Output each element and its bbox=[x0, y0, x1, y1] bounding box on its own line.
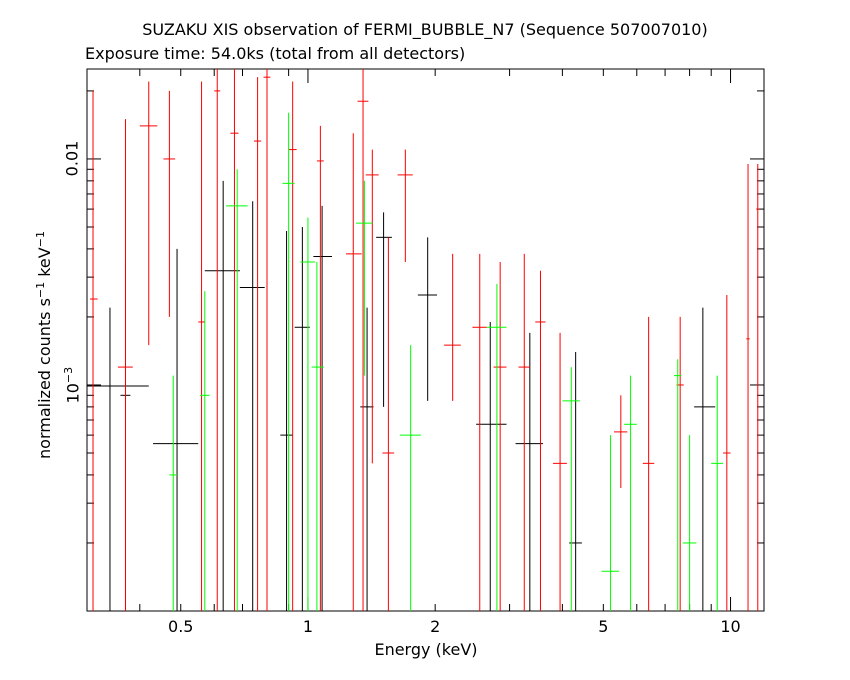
data-point bbox=[90, 90, 98, 611]
x-tick-label: 10 bbox=[720, 617, 741, 636]
axis-ticks bbox=[86, 69, 764, 612]
data-point bbox=[360, 307, 374, 611]
data-point bbox=[117, 119, 133, 611]
y-axis-label-main: normalized counts s bbox=[35, 298, 55, 459]
y-tick-label: 0.01 bbox=[62, 141, 81, 177]
data-point bbox=[746, 163, 750, 611]
data-point bbox=[476, 321, 507, 611]
data-point bbox=[139, 81, 158, 346]
data-point bbox=[163, 90, 176, 317]
data-point bbox=[682, 435, 697, 611]
data-point bbox=[397, 149, 413, 262]
data-point bbox=[472, 253, 487, 611]
data-point bbox=[365, 149, 379, 464]
data-point bbox=[313, 205, 333, 611]
x-tick-label: 1 bbox=[302, 617, 314, 636]
data-point bbox=[316, 125, 324, 611]
data-point bbox=[239, 201, 265, 611]
data-point bbox=[518, 253, 530, 611]
data-point bbox=[515, 332, 544, 611]
y-tick-label: 10−3 bbox=[62, 367, 82, 404]
data-point bbox=[87, 307, 149, 611]
data-point bbox=[282, 112, 295, 611]
x-axis-label: Energy (keV) bbox=[374, 640, 478, 659]
data-point bbox=[263, 69, 271, 611]
data-point bbox=[356, 180, 373, 376]
data-point bbox=[614, 395, 628, 489]
data-point bbox=[486, 283, 507, 611]
data-point bbox=[376, 212, 392, 407]
plot-frame bbox=[86, 68, 765, 612]
data-point bbox=[294, 226, 310, 611]
data-point bbox=[300, 217, 316, 611]
data-point bbox=[756, 163, 760, 611]
data-point bbox=[399, 345, 421, 611]
data-point bbox=[199, 291, 210, 611]
data-point bbox=[493, 261, 507, 611]
x-tick-label: 2 bbox=[430, 617, 441, 636]
data-point bbox=[214, 69, 221, 611]
y-tick-label-base: 0.01 bbox=[62, 141, 82, 177]
data-point bbox=[311, 261, 324, 611]
data-point bbox=[694, 307, 716, 611]
data-point bbox=[723, 295, 731, 611]
y-axis-label: normalized counts s−1 keV−1 bbox=[34, 231, 54, 459]
data-point bbox=[562, 367, 580, 611]
data-point bbox=[552, 332, 567, 611]
data-point bbox=[382, 237, 395, 611]
data-marks bbox=[87, 69, 760, 611]
y-tick-label-base: 10 bbox=[62, 383, 82, 404]
chart-title: SUZAKU XIS observation of FERMI_BUBBLE_N… bbox=[142, 20, 708, 39]
data-point bbox=[153, 248, 199, 611]
data-point bbox=[280, 230, 293, 611]
data-point bbox=[444, 253, 461, 401]
data-point bbox=[674, 359, 682, 611]
data-point bbox=[226, 169, 248, 611]
x-tick-label: 5 bbox=[598, 617, 609, 636]
y-axis-label-mid: keV bbox=[35, 247, 55, 282]
data-point bbox=[601, 435, 620, 611]
y-axis-label-exp2: −1 bbox=[33, 231, 47, 248]
data-point bbox=[345, 133, 362, 611]
data-point bbox=[711, 375, 724, 611]
data-point bbox=[642, 316, 655, 611]
chart-subtitle: Exposure time: 54.0ks (total from all de… bbox=[85, 44, 466, 63]
data-point bbox=[288, 81, 297, 611]
y-axis-label-exp1: −1 bbox=[33, 281, 47, 299]
data-point bbox=[535, 270, 546, 611]
data-point bbox=[357, 69, 369, 611]
data-point bbox=[169, 375, 178, 611]
data-point bbox=[417, 237, 437, 401]
data-point bbox=[253, 77, 262, 611]
x-tick-label: 0.5 bbox=[168, 617, 194, 636]
y-tick-label-exp: −3 bbox=[61, 366, 75, 384]
data-point bbox=[230, 69, 239, 611]
data-point bbox=[624, 375, 637, 611]
data-point bbox=[198, 81, 205, 611]
